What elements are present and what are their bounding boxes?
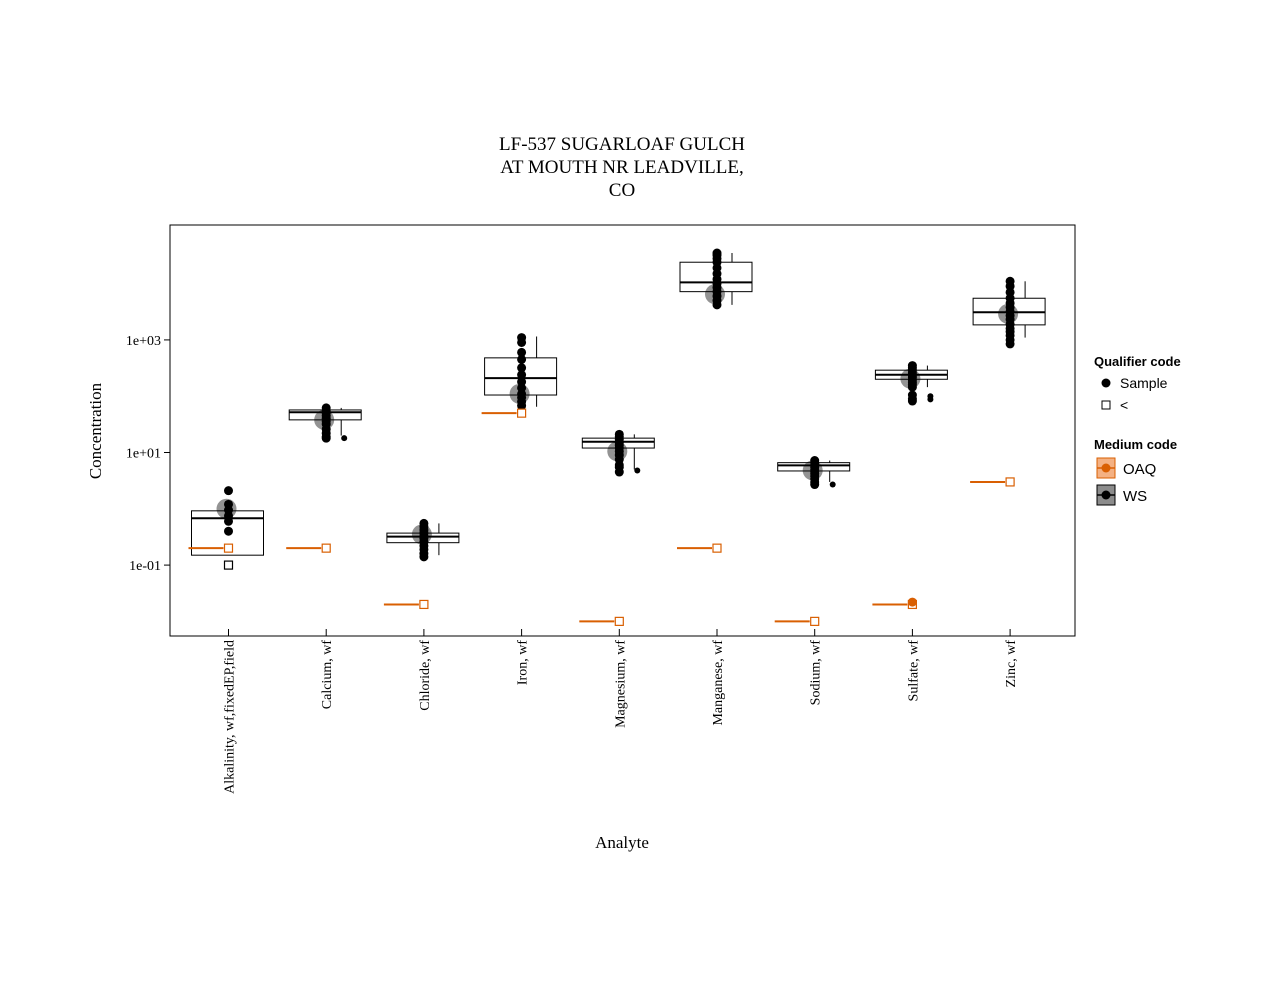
censored-point-17-0	[516, 408, 527, 418]
legend-less-than-symbol	[1101, 400, 1111, 410]
x-tick-label-1: Calcium, wf	[320, 640, 335, 710]
sample-point-11-12	[907, 396, 917, 406]
censored-point-19-0	[712, 543, 722, 553]
x-tick-label-7: Sulfate, wf	[906, 640, 921, 702]
legend-qualifier-title: Qualifier code	[1094, 354, 1181, 369]
sample-point-5-3	[517, 354, 527, 364]
x-tick-label-4: Magnesium, wf	[613, 640, 628, 728]
sample-point-13-14	[1005, 339, 1015, 349]
y-tick-label-0: 1e-01	[129, 559, 161, 574]
title-line-3: CO	[609, 180, 635, 201]
x-tick-label-0: Alkalinity, wf,fixedEP,field	[223, 640, 238, 794]
sample-point-5-11	[517, 401, 527, 411]
censored-point-18-0	[614, 616, 624, 626]
legend-less-than-label: <	[1120, 397, 1128, 413]
sample-point-3-0	[341, 435, 348, 442]
sample-point-12-1	[927, 396, 934, 403]
sample-point-9-10	[810, 480, 820, 490]
sample-point-7-0	[634, 467, 641, 474]
legend-ws-label: WS	[1123, 488, 1147, 505]
sample-point-6-11	[614, 467, 624, 477]
axis-layer: 1e-01 1e+01 1e+03 Alkalinity, wf,fixedEP,fi…	[126, 334, 1019, 794]
y-tick-label-2: 1e+03	[126, 334, 161, 349]
x-tick-label-3: Iron, wf	[516, 640, 531, 685]
sample-point-2-10	[321, 433, 331, 443]
y-axis-label: Concentration	[86, 382, 105, 479]
sample-point-0-0	[224, 486, 233, 496]
legend-oaq-label: OAQ	[1123, 461, 1156, 478]
y-tick-label-1: 1e+01	[126, 447, 161, 462]
sample-point-4-10	[419, 552, 429, 562]
title-line-2: AT MOUTH NR LEADVILLE,	[500, 157, 743, 178]
x-tick-label-5: Manganese, wf	[711, 640, 726, 726]
legend-medium-title: Medium code	[1094, 437, 1177, 452]
censored-point-14-0	[223, 543, 234, 553]
plot-area	[169, 224, 1076, 637]
censored-point-16-0	[419, 599, 429, 610]
censored-point-1-0	[223, 560, 234, 570]
sample-point-5-2	[517, 347, 527, 357]
sample-point-10-0	[829, 481, 836, 488]
legend-ws-symbol	[1101, 490, 1111, 500]
x-tick-label-6: Sodium, wf	[809, 640, 824, 706]
sample-point-8-12	[712, 300, 722, 310]
sample-point-5-5	[517, 370, 527, 380]
title-line-1: LF-537 SUGARLOAF GULCH	[499, 134, 745, 155]
legend-oaq-symbol	[1101, 463, 1111, 473]
sample-point-11-9	[907, 382, 917, 392]
legend-sample-label: Sample	[1120, 375, 1168, 391]
x-tick-label-8: Zinc, wf	[1004, 640, 1019, 688]
sample-point-22-0	[907, 597, 917, 607]
legend: Qualifier code Sample < Medium code OAQ …	[1094, 354, 1181, 506]
sample-point-5-4	[517, 363, 527, 373]
chart-title: LF-537 SUGARLOAF GULCH AT MOUTH NR LEADV…	[499, 134, 745, 201]
plot-layer	[188, 248, 1046, 626]
sample-point-5-1	[517, 337, 527, 347]
censored-point-20-0	[810, 616, 820, 626]
censored-point-23-0	[1005, 477, 1015, 487]
censored-point-15-0	[321, 543, 331, 553]
x-tick-label-2: Chloride, wf	[418, 640, 433, 711]
x-axis-label: Analyte	[595, 833, 649, 852]
legend-sample-symbol	[1101, 378, 1111, 388]
sample-point-0-4	[224, 516, 233, 526]
sample-point-0-5	[224, 526, 233, 536]
